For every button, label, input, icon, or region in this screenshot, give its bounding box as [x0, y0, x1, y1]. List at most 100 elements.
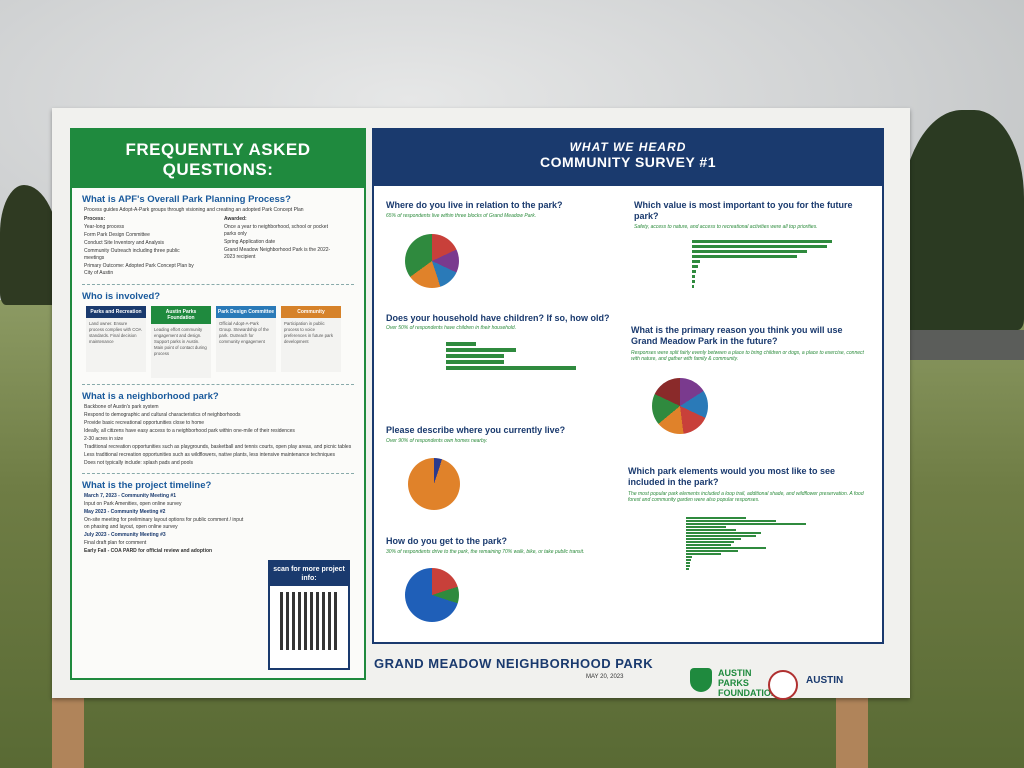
bar: [686, 556, 692, 558]
survey-q7-sub: The most popular park elements included …: [628, 491, 864, 503]
bar: [686, 529, 736, 531]
sign-post-left: [52, 690, 84, 768]
survey-q2-sub: Over 50% of respondents have children in…: [386, 325, 517, 331]
org-name: Parks and Recreation: [86, 306, 146, 318]
org-name: Austin Parks Foundation: [151, 306, 211, 324]
bar: [686, 538, 741, 540]
park-item: Less traditional recreation opportunitie…: [84, 452, 335, 458]
faq-title: FREQUENTLY ASKED QUESTIONS:: [72, 130, 364, 188]
survey-q6: What is the primary reason you think you…: [631, 325, 843, 346]
survey-title-1: WHAT WE HEARD: [569, 140, 687, 154]
survey-header: WHAT WE HEARD COMMUNITY SURVEY #1: [374, 130, 882, 186]
sign-date: MAY 20, 2023: [586, 674, 624, 680]
org-text: Land owner. Ensure process complies with…: [86, 318, 146, 372]
bar: [686, 526, 726, 528]
bar: [686, 562, 690, 564]
pie-chart-residence: [405, 234, 459, 288]
faq-question-2: Who is involved?: [82, 291, 161, 302]
bar: [686, 565, 690, 567]
apf-logo: AUSTIN PARKS FOUNDATION: [718, 668, 778, 698]
awarded-item: Once a year to neighborhood, school or p…: [224, 224, 328, 237]
bar: [686, 550, 738, 552]
park-item: Traditional recreation opportunities suc…: [84, 444, 352, 450]
bar: [446, 354, 504, 358]
pie-chart-reasons: [652, 378, 708, 434]
city-seal-icon: [768, 670, 798, 700]
bar: [692, 240, 832, 243]
org-text: Official Adopt-A-Park Group. Stewardship…: [216, 318, 276, 372]
process-item: Community Outreach including three publi…: [84, 248, 180, 261]
survey-q5: Which value is most important to you for…: [634, 200, 853, 221]
bar: [692, 260, 700, 263]
timeline-item: Early Fall - COA PARD for official revie…: [84, 548, 213, 554]
bar: [686, 568, 689, 570]
survey-q4-sub: 30% of respondents drive to the park, th…: [386, 549, 585, 555]
faq-question-4: What is the project timeline?: [82, 480, 212, 491]
park-item: 2-30 acres in size: [84, 436, 124, 442]
bar: [692, 280, 695, 283]
apf-shield-icon: [690, 668, 712, 692]
survey-q7: Which park elements would you most like …: [628, 466, 836, 487]
survey-panel: WHAT WE HEARD COMMUNITY SURVEY #1: [372, 128, 884, 644]
park-item: Backbone of Austin's park system: [84, 404, 159, 410]
faq-question-1: What is APF's Overall Park Planning Proc…: [82, 194, 291, 205]
qr-card: scan for more project info:: [268, 560, 350, 670]
process-awarded: Process: Year-long process Form Park Des…: [72, 215, 364, 278]
org-design-committee: Park Design Committee Official Adopt-A-P…: [216, 306, 276, 378]
org-parks-recreation: Parks and Recreation Land owner. Ensure …: [86, 306, 146, 378]
bar: [686, 559, 691, 561]
timeline-item: Final draft plan for comment: [84, 540, 147, 546]
bar: [692, 265, 698, 268]
process-item: Form Park Design Committee: [84, 232, 150, 238]
org-name: Community: [281, 306, 341, 318]
awarded-item: Spring Application date: [224, 239, 276, 245]
timeline-item: March 7, 2023 - Community Meeting #1: [84, 493, 176, 499]
tree-right: [900, 110, 1024, 330]
park-item: Does not typically include: splash pads …: [84, 460, 193, 466]
austin-logo: AUSTIN: [806, 675, 844, 686]
org-text: Participation in public process to voice…: [281, 318, 341, 372]
divider: [82, 473, 354, 474]
bar: [686, 544, 731, 546]
bar: [686, 523, 806, 525]
survey-q1: Where do you live in relation to the par…: [386, 200, 563, 210]
survey-q4: How do you get to the park?: [386, 536, 507, 546]
bar-chart-children: [446, 340, 606, 372]
bar: [446, 366, 576, 370]
park-name: GRAND MEADOW NEIGHBORHOOD PARK: [374, 656, 654, 671]
awarded-item: Grand Meadow Neighborhood Park is the 20…: [224, 247, 331, 260]
survey-q5-sub: Safety, access to nature, and access to …: [634, 224, 818, 230]
timeline: March 7, 2023 - Community Meeting #1 Inp…: [72, 493, 257, 555]
process-item: Conduct Site Inventory and Analysis: [84, 240, 165, 246]
divider: [82, 284, 354, 285]
org-list: Parks and Recreation Land owner. Ensure …: [86, 306, 350, 378]
bar: [692, 245, 827, 248]
qr-code-icon[interactable]: [280, 592, 338, 650]
org-text: Leading effort community engagement and …: [151, 324, 211, 378]
bar: [686, 535, 756, 537]
faq-answer-1: Process guides Adopt-A-Park groups throu…: [84, 207, 304, 213]
survey-q6-sub: Responses were split fairly evenly betwe…: [631, 350, 864, 362]
road: [905, 330, 1024, 360]
process-label: Process:: [84, 216, 106, 222]
awarded-col: Awarded: Once a year to neighborhood, sc…: [212, 215, 352, 278]
org-apf: Austin Parks Foundation Leading effort c…: [151, 306, 211, 378]
bar: [446, 348, 516, 352]
bar: [446, 342, 476, 346]
bar: [446, 360, 504, 364]
survey-title-2: COMMUNITY SURVEY #1: [540, 154, 716, 170]
timeline-item: July 2023 - Community Meeting #3: [84, 532, 166, 538]
bar-chart-elements: [686, 516, 836, 571]
bar: [692, 250, 807, 253]
timeline-item: Input on Park Amenities, open online sur…: [84, 501, 182, 507]
park-item: Provide basic recreational opportunities…: [84, 420, 205, 426]
process-item: Primary Outcome: Adopted Park Concept Pl…: [84, 263, 194, 276]
timeline-item: May 2023 - Community Meeting #2: [84, 509, 166, 515]
faq-question-3: What is a neighborhood park?: [82, 391, 219, 402]
timeline-item: On-site meeting for preliminary layout o…: [84, 517, 244, 530]
process-item: Year-long process: [84, 224, 125, 230]
bar: [686, 547, 766, 549]
process-col: Process: Year-long process Form Park Des…: [72, 215, 212, 278]
bar: [692, 270, 696, 273]
sign-post-right: [836, 690, 868, 768]
